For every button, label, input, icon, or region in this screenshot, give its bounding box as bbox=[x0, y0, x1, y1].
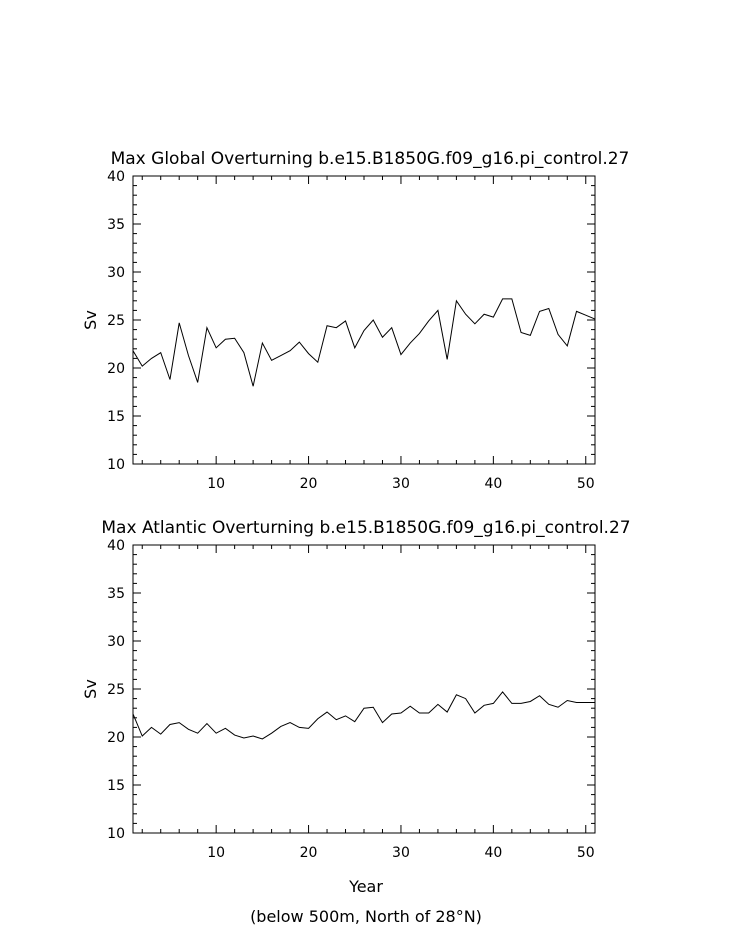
x-axis-label: Year bbox=[348, 877, 383, 896]
footer-note: (below 500m, North of 28°N) bbox=[250, 907, 482, 926]
y-tick-label: 40 bbox=[107, 169, 125, 185]
x-tick-label: 20 bbox=[300, 845, 318, 861]
y-tick-label: 35 bbox=[107, 217, 125, 233]
plot-frame bbox=[132, 175, 596, 465]
x-tick-label: 50 bbox=[577, 476, 595, 492]
y-tick-label: 20 bbox=[107, 730, 125, 746]
y-tick-label: 15 bbox=[107, 778, 125, 794]
chart-title: Max Global Overturning b.e15.B1850G.f09_… bbox=[111, 149, 630, 169]
y-tick-label: 40 bbox=[107, 538, 125, 554]
tick-group: 10 15 20 25 30 35 40 10 20 30 40 50 bbox=[107, 169, 595, 492]
plot-frame bbox=[132, 544, 596, 834]
x-tick-label: 20 bbox=[300, 476, 318, 492]
y-tick-label: 15 bbox=[107, 409, 125, 425]
y-tick-label: 10 bbox=[107, 826, 125, 842]
y-tick-label: 35 bbox=[107, 586, 125, 602]
x-tick-label: 40 bbox=[484, 845, 502, 861]
global-overturning-panel: Max Global Overturning b.e15.B1850G.f09_… bbox=[81, 149, 629, 492]
tick-group: 10 15 20 25 30 35 40 10 20 30 40 50 bbox=[107, 538, 595, 861]
y-tick-label: 30 bbox=[107, 265, 125, 281]
y-axis-label: Sv bbox=[81, 310, 100, 330]
y-tick-label: 10 bbox=[107, 457, 125, 473]
x-tick-label: 10 bbox=[207, 845, 225, 861]
x-tick-label: 50 bbox=[577, 845, 595, 861]
x-tick-label: 10 bbox=[207, 476, 225, 492]
x-tick-label: 30 bbox=[392, 845, 410, 861]
chart-title: Max Atlantic Overturning b.e15.B1850G.f0… bbox=[101, 518, 630, 538]
y-axis-label: Sv bbox=[81, 679, 100, 699]
y-tick-label: 25 bbox=[107, 313, 125, 329]
x-tick-label: 40 bbox=[484, 476, 502, 492]
series-line bbox=[132, 298, 596, 387]
y-tick-label: 30 bbox=[107, 634, 125, 650]
y-tick-label: 25 bbox=[107, 682, 125, 698]
x-tick-label: 30 bbox=[392, 476, 410, 492]
y-tick-label: 20 bbox=[107, 361, 125, 377]
atlantic-overturning-panel: Max Atlantic Overturning b.e15.B1850G.f0… bbox=[81, 518, 631, 861]
series-line bbox=[132, 691, 595, 740]
